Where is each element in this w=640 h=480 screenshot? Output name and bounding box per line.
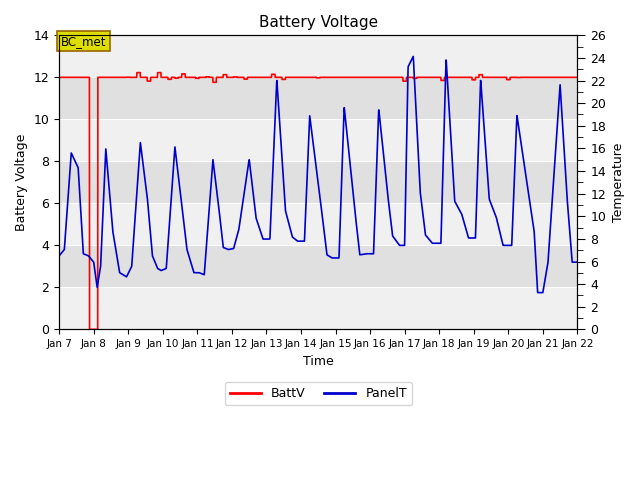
Bar — [59, 36, 577, 77]
Y-axis label: Battery Voltage: Battery Voltage — [15, 133, 28, 231]
X-axis label: Time: Time — [303, 355, 333, 368]
Text: BC_met: BC_met — [61, 35, 106, 48]
Bar — [59, 288, 577, 329]
Bar — [59, 120, 577, 161]
Bar — [59, 77, 577, 120]
Legend: BattV, PanelT: BattV, PanelT — [225, 383, 412, 406]
Bar — [59, 245, 577, 288]
Bar — [59, 204, 577, 245]
Bar — [59, 161, 577, 204]
Title: Battery Voltage: Battery Voltage — [259, 15, 378, 30]
Y-axis label: Temperature: Temperature — [612, 143, 625, 222]
